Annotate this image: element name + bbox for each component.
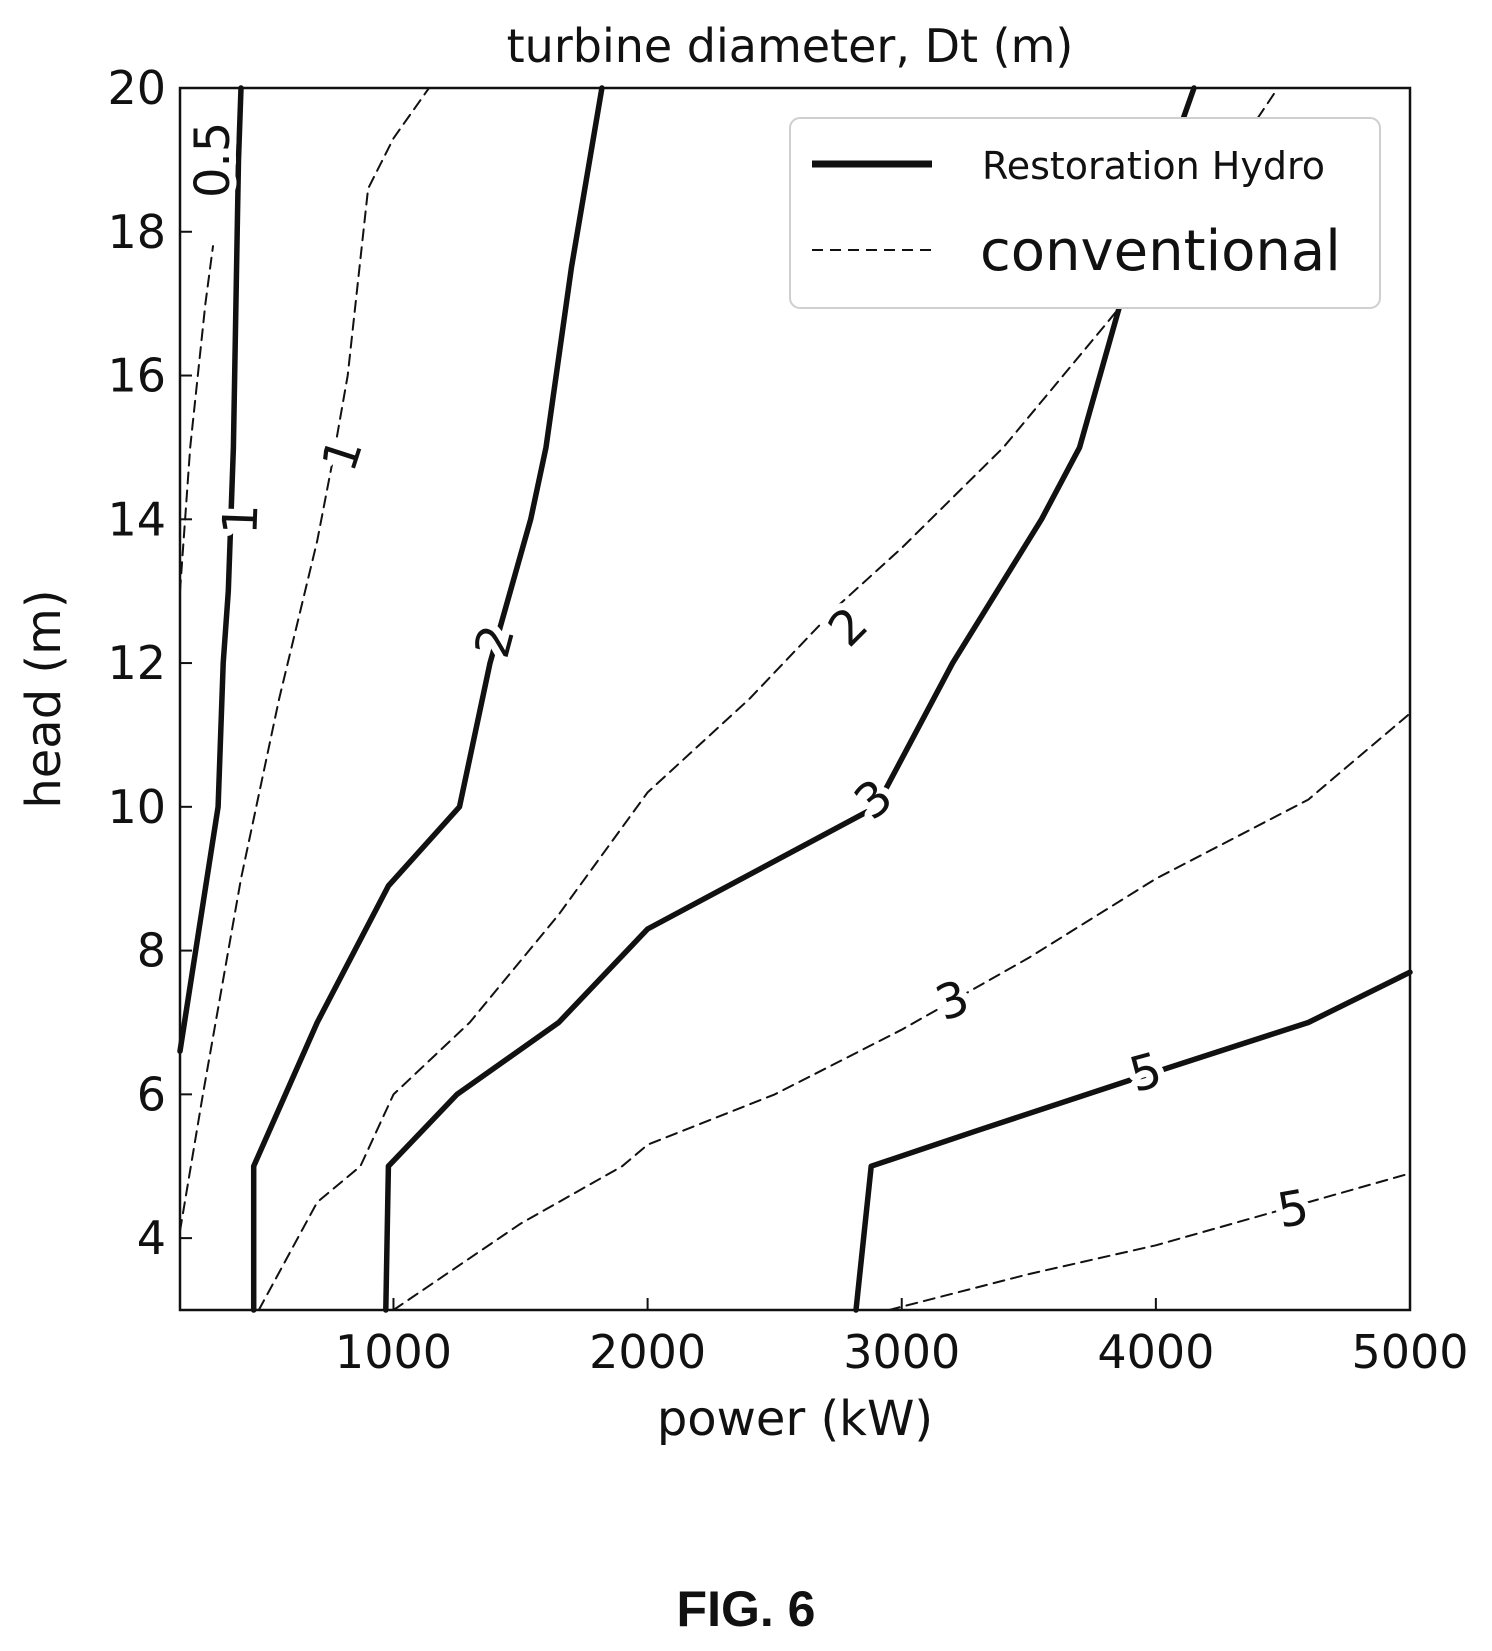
contour-label: 2 xyxy=(464,619,526,663)
restoration-hydro-contour-2 xyxy=(250,85,605,1313)
contour-label: 5 xyxy=(1273,1179,1313,1239)
conventional-contour-1 xyxy=(179,87,430,1232)
y-tick-label: 8 xyxy=(137,924,166,978)
restoration-hydro-contour-5 xyxy=(853,969,1413,1313)
figure-caption: FIG. 6 xyxy=(676,1581,816,1637)
legend: Restoration Hydro conventional xyxy=(789,117,1381,309)
conventional-contour-2 xyxy=(257,87,1279,1311)
y-tick-label: 6 xyxy=(137,1067,166,1121)
y-tick-label: 14 xyxy=(107,492,166,546)
x-axis-label: power (kW) xyxy=(657,1391,933,1447)
y-axis-ticks: 4 6 8 10 12 14 16 18 20 xyxy=(107,61,192,1265)
x-tick-label: 5000 xyxy=(1351,1325,1468,1379)
chart-title: turbine diameter, Dt (m) xyxy=(507,19,1074,73)
y-tick-label: 18 xyxy=(107,205,166,259)
contour-label: 3 xyxy=(929,969,977,1032)
y-tick-label: 16 xyxy=(107,349,166,403)
x-axis-ticks: 1000 2000 3000 4000 5000 xyxy=(335,1298,1469,1379)
plot-frame xyxy=(178,86,1412,1312)
y-tick-label: 10 xyxy=(107,780,166,834)
contour-label: 2 xyxy=(818,597,879,658)
conventional-contour-0_5 xyxy=(179,245,214,593)
restoration-hydro-contour-1 xyxy=(177,85,244,1054)
conventional-contour-3 xyxy=(392,712,1411,1311)
contour-label: 1 xyxy=(212,503,269,535)
legend-box xyxy=(789,117,1381,309)
y-tick-label: 20 xyxy=(107,61,166,115)
conventional-contour-5 xyxy=(888,1172,1411,1311)
contour-label: 5 xyxy=(1124,1042,1168,1104)
y-tick-label: 12 xyxy=(107,636,166,690)
x-tick-label: 3000 xyxy=(843,1325,960,1379)
contour-label: 1 xyxy=(311,431,374,477)
contour-label: 0.5 xyxy=(185,122,241,198)
x-tick-label: 1000 xyxy=(335,1325,452,1379)
legend-entry-restoration-hydro: Restoration Hydro xyxy=(982,144,1325,188)
y-tick-label: 4 xyxy=(137,1211,166,1265)
y-axis-label: head (m) xyxy=(16,589,72,808)
x-tick-label: 4000 xyxy=(1097,1325,1214,1379)
x-tick-label: 2000 xyxy=(589,1325,706,1379)
legend-entry-conventional: conventional xyxy=(980,219,1341,284)
plot-lines xyxy=(177,85,1413,1313)
